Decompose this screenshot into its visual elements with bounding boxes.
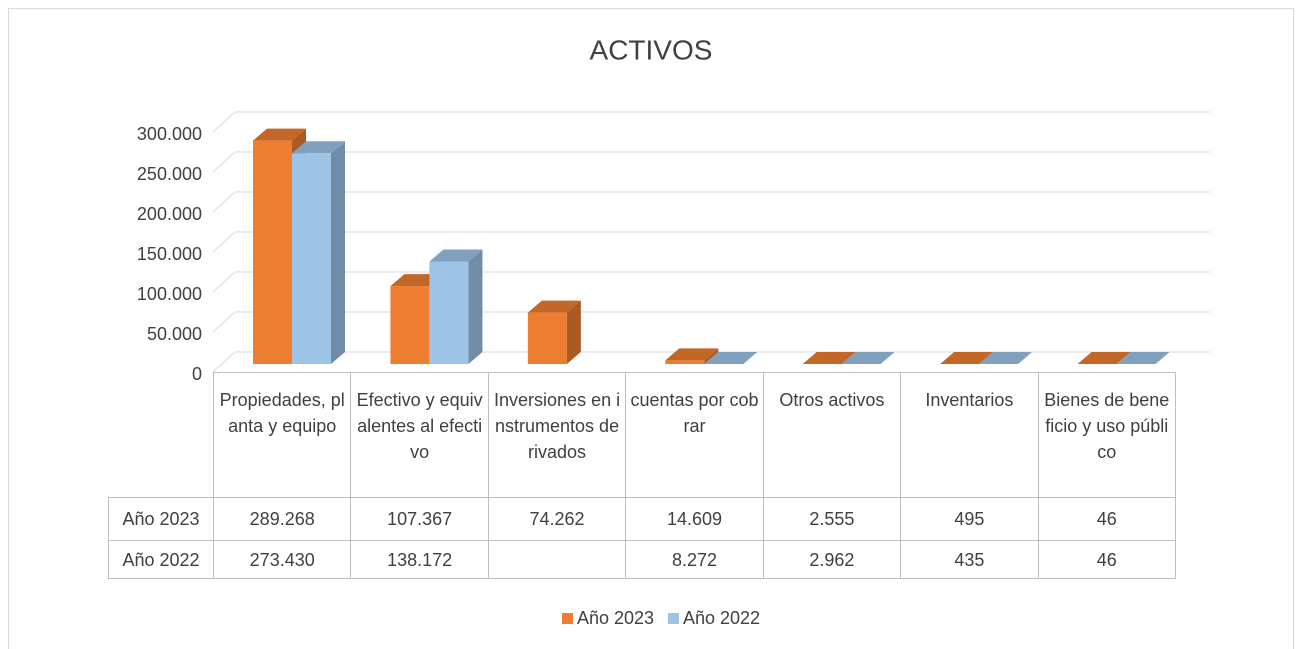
grid-line [212, 151, 1210, 173]
legend-swatch [562, 613, 573, 624]
table-value: 74.262 [487, 497, 627, 541]
bar [665, 360, 705, 364]
grid-line [212, 231, 1210, 253]
chart-frame [8, 8, 1294, 649]
bar-top [1077, 352, 1131, 364]
bar-top [704, 352, 758, 364]
bar-side [331, 141, 345, 364]
bar-top [802, 352, 856, 364]
category-label: Propiedades, planta y equipo [213, 372, 352, 498]
y-tick-label: 250.000 [137, 164, 202, 184]
grid-line [212, 311, 1210, 333]
table-value: 138.172 [350, 540, 489, 579]
bar-side [704, 348, 719, 364]
legend-label: Año 2022 [683, 608, 761, 628]
category-label: Otros activos [762, 372, 902, 498]
bar [429, 261, 469, 364]
bar-top [841, 352, 895, 364]
bar-side [566, 300, 581, 364]
y-tick-label: 300.000 [137, 124, 202, 144]
category-label: Inventarios [900, 372, 1039, 498]
category-label: Efectivo y equivalentes al efectivo [350, 372, 489, 498]
bar-top [292, 141, 345, 154]
table-value: 495 [900, 497, 1039, 541]
table-value: 2.555 [762, 497, 902, 541]
bar [390, 286, 430, 364]
table-value: 289.268 [213, 497, 352, 541]
y-tick-label: 0 [192, 364, 202, 384]
grid-line [212, 271, 1210, 293]
y-tick-label: 200.000 [137, 204, 202, 224]
y-tick-label: 150.000 [137, 244, 202, 264]
bar-top [979, 352, 1033, 364]
bar-top [665, 348, 719, 361]
y-tick-label: 50.000 [147, 324, 202, 344]
y-tick-label: 100.000 [137, 284, 202, 304]
bar [253, 140, 292, 364]
bar [527, 312, 567, 364]
bar-top [429, 249, 483, 262]
grid-line [212, 191, 1210, 213]
category-label: Bienes de beneficio y uso público [1037, 372, 1176, 498]
table-series-name: Año 2022 [108, 540, 214, 579]
table-value: 8.272 [625, 540, 764, 579]
legend-item: Año 2022 [668, 608, 760, 629]
table-value: 46 [1037, 497, 1176, 541]
table-value: 273.430 [213, 540, 352, 579]
bar-top [527, 300, 581, 313]
bar-top [253, 128, 306, 141]
legend-item: Año 2023 [562, 608, 654, 629]
table-value: 2.962 [762, 540, 902, 579]
category-label: Inversiones en instrumentos derivados [487, 372, 627, 498]
legend-label: Año 2023 [577, 608, 655, 628]
table-value [487, 540, 627, 579]
category-label: cuentas por cobrar [625, 372, 764, 498]
bar-top [1116, 352, 1170, 364]
table-series-name: Año 2023 [108, 497, 214, 541]
bar [292, 153, 331, 364]
bar-top [940, 352, 994, 364]
legend-swatch [668, 613, 679, 624]
table-value: 14.609 [625, 497, 764, 541]
table-value: 46 [1037, 540, 1176, 579]
table-value: 435 [900, 540, 1039, 579]
table-value: 107.367 [350, 497, 489, 541]
bar-side [468, 249, 483, 364]
chart-title: ACTIVOS [590, 34, 713, 65]
grid-line [212, 111, 1210, 133]
